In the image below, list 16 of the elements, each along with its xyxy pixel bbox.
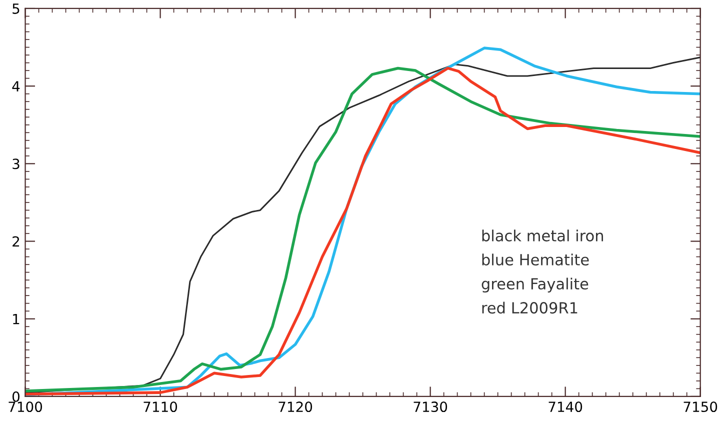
x-tick-label: 7150 [684,402,718,412]
x-tick-label: 7140 [548,402,582,412]
annotation: red L2009R1 [482,302,578,314]
x-tick-label: 7110 [144,402,178,412]
y-tick-label: 4 [12,81,20,92]
annotation: green Fayalite [482,278,588,293]
y-tick-label: 3 [12,158,20,170]
annotation: blue Hematite [482,254,589,266]
y-tick-label: 2 [12,236,20,247]
y-tick-label: 0 [12,391,20,402]
x-tick-label: 7100 [8,402,42,412]
x-tick-label: 7120 [278,402,312,412]
annotation: black metal iron [482,230,603,242]
x-tick-label: 7130 [414,402,448,412]
y-tick-label: 5 [12,4,20,14]
y-tick-label: 1 [13,314,20,324]
